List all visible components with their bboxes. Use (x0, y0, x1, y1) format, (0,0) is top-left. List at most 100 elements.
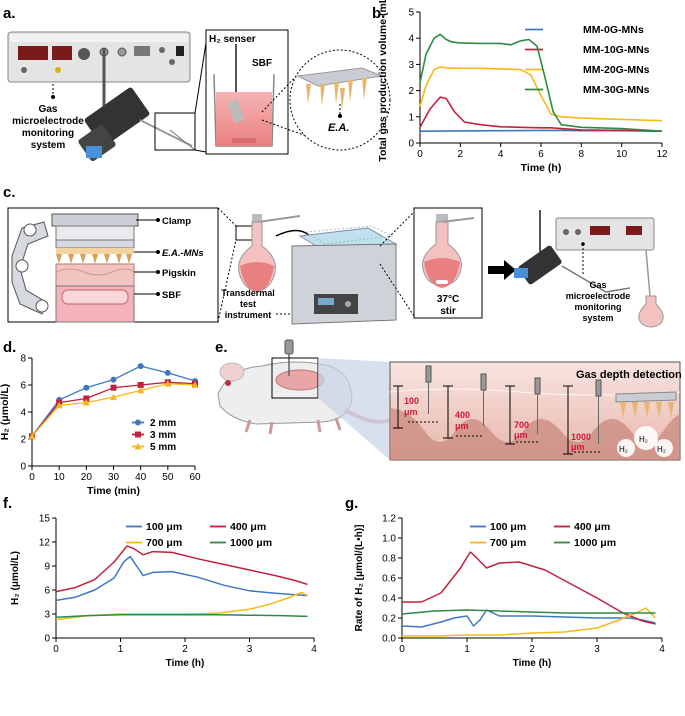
x-tick-label: 2 (458, 149, 464, 160)
series-line-400-m (55, 545, 308, 593)
panel-label-d: d. (3, 339, 16, 356)
panel-c-illustration: Clamp E.A.-MNs Pigskin SBF Transdermal t… (7, 207, 664, 328)
monitoring-device (7, 31, 191, 83)
data-point-2-mm (137, 363, 144, 370)
x-tick-label: 2 (529, 644, 535, 655)
microneedle-array-a (296, 67, 384, 110)
clamp-assembly (11, 213, 139, 323)
system-c-line4: system (582, 313, 613, 323)
stir-label: stir (440, 306, 456, 317)
legend-label: 700 μm (490, 537, 526, 549)
x-tick-label: 50 (162, 472, 174, 483)
bubble-label-1: H₂ (639, 435, 648, 444)
data-point-3-mm (137, 382, 144, 388)
h2-bubbles (617, 426, 673, 457)
panel-label-b: b. (372, 5, 385, 22)
x-tick-label: 3 (247, 644, 253, 655)
y-axis-title: Rate of H₂ [μmol/(L•h)] (354, 525, 365, 632)
x-tick-label: 10 (616, 149, 628, 160)
y-tick-label: 0.0 (382, 634, 396, 645)
instrument-line1: Transdermal (221, 288, 275, 298)
y-tick-label: 1 (408, 112, 414, 123)
x-axis-title: Time (h) (521, 162, 562, 174)
y-tick-label: 9 (44, 562, 50, 573)
x-tick-label: 0 (399, 644, 405, 655)
y-tick-label: 0 (44, 634, 50, 645)
x-tick-label: 60 (189, 472, 201, 483)
legend-label: MM-30G-MNs (583, 84, 650, 96)
legend-marker (135, 431, 141, 438)
legend-label: 1000 μm (230, 537, 272, 549)
y-tick-label: 3 (44, 610, 50, 621)
x-tick-label: 6 (538, 149, 544, 160)
zoom-box-a (154, 112, 196, 151)
y-tick-label: 0 (408, 139, 414, 150)
y-tick-label: 0.6 (382, 574, 396, 585)
legend-label: MM-10G-MNs (583, 44, 650, 56)
legend-label: 400 μm (230, 521, 266, 533)
series-line-1000-m (401, 609, 656, 615)
data-point-3-mm (83, 395, 90, 402)
x-tick-label: 20 (81, 472, 93, 483)
label-ea-mns: E.A.-MNs (162, 248, 204, 259)
x-tick-label: 40 (135, 472, 147, 483)
instrument-line3: instrument (225, 310, 272, 320)
data-point-5-mm (82, 399, 90, 406)
panel-label-a: a. (3, 5, 16, 22)
series-line-mm-20g-mns (419, 66, 663, 122)
x-tick-label: 1 (118, 644, 124, 655)
micromanipulator (78, 48, 196, 162)
chart-d: 0 10 20 30 40 50 60 0 2 4 6 8 Time (min) H₂ (μmol/L) 2… (0, 354, 201, 498)
y-tick-label: 8 (20, 354, 26, 365)
legend-label: 400 μm (574, 521, 610, 533)
y-tick-label: 5 (408, 8, 414, 19)
legend-label: 1000 μm (574, 537, 616, 549)
depth-3-value: 700 (514, 420, 529, 430)
panel-label-c: c. (3, 184, 16, 201)
legend-label: 100 μm (490, 521, 526, 533)
x-tick-label: 0 (29, 472, 35, 483)
y-tick-label: 2 (408, 86, 414, 97)
depth-2-value: 400 (455, 410, 470, 420)
water-bath (291, 225, 398, 325)
panel-label-e: e. (215, 339, 228, 356)
panel-a-illustration: Gas microelectrode monitoring system H₂ … (7, 29, 391, 162)
series-line-mm-30g-mns (419, 33, 663, 132)
x-axis-title: Time (h) (166, 658, 205, 669)
depth-2-unit: μm (455, 421, 469, 431)
y-tick-label: 2 (20, 435, 26, 446)
legend-marker (134, 443, 142, 450)
chart-g: 0 1 2 3 4 0.0 0.2 0.4 0.6 0.8 1.0 1.2 Time (h) Rate o… (354, 514, 665, 670)
x-tick-label: 4 (311, 644, 317, 655)
x-tick-label: 8 (579, 149, 585, 160)
depth-4-value: 1000 (571, 432, 591, 442)
ea-label: E.A. (328, 122, 349, 134)
instrument-line2: test (240, 299, 256, 309)
mn-zoom-circle (289, 49, 391, 151)
temp-label: 37°C (437, 294, 459, 305)
series-line-400-m (402, 551, 656, 625)
legend-marker (135, 419, 141, 426)
y-tick-label: 6 (20, 381, 26, 392)
monitoring-setup-c (514, 210, 664, 328)
device-label-line3: monitoring (22, 128, 74, 139)
x-tick-label: 1 (464, 644, 470, 655)
y-tick-label: 0.2 (382, 614, 396, 625)
data-point-2-mm (83, 384, 90, 391)
y-tick-label: 3 (408, 60, 414, 71)
x-axis-title: Time (h) (513, 658, 552, 669)
series-line-1000-m (55, 614, 308, 618)
sensor-label: H₂ senser (209, 34, 256, 45)
panel-label-g: g. (345, 495, 358, 512)
legend-label: 700 μm (146, 537, 182, 549)
y-axis-title: Total gas production volume (mL) (377, 0, 389, 162)
data-point-2-mm (110, 376, 117, 383)
x-tick-label: 0 (53, 644, 59, 655)
label-pigskin: Pigskin (162, 268, 196, 279)
legend-label: 5 mm (150, 442, 176, 453)
depth-1-value: 100 (404, 396, 419, 406)
sensor-probes (425, 365, 602, 444)
label-clamp: Clamp (162, 216, 191, 227)
data-point-5-mm (110, 393, 117, 401)
